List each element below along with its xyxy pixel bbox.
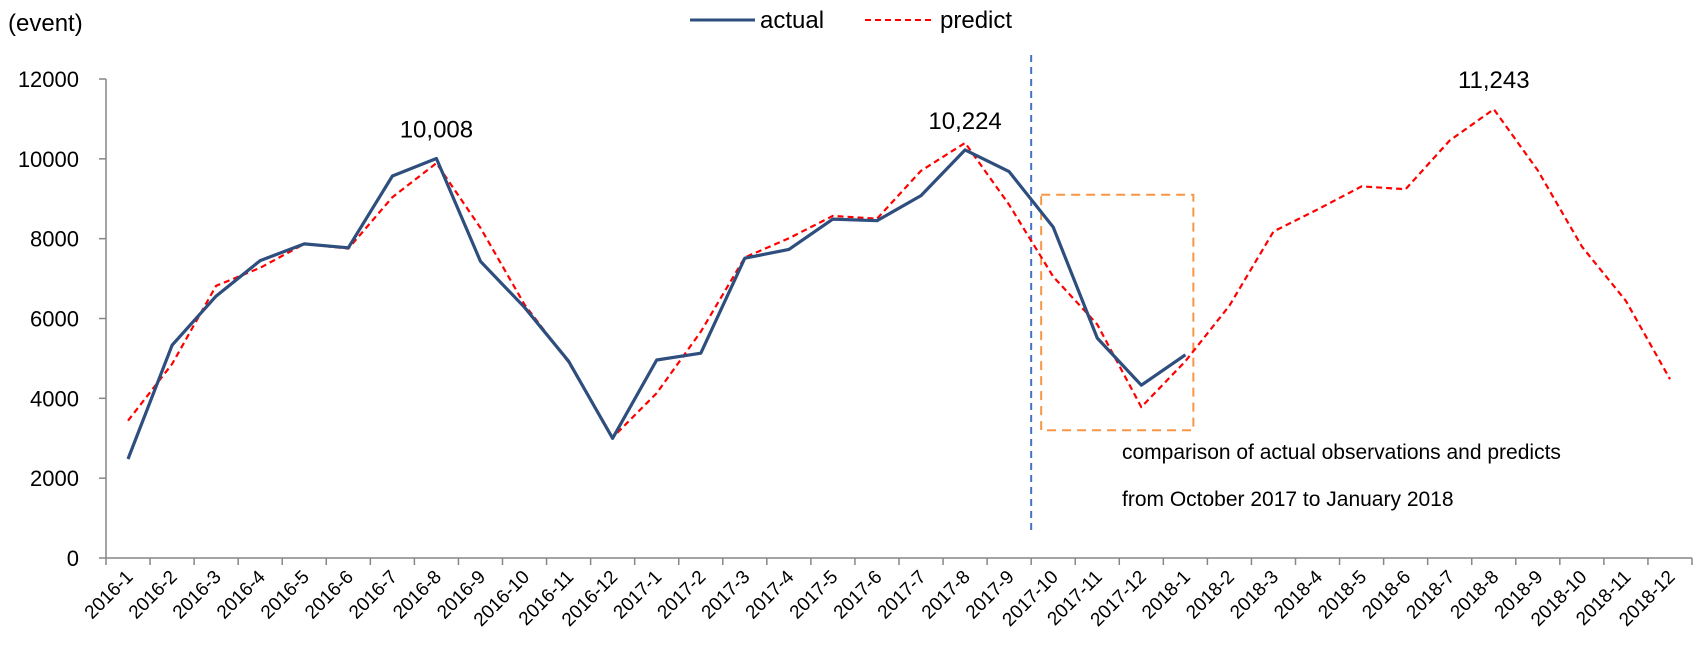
- y-axis-unit: (event): [8, 10, 83, 37]
- x-tick-label: 2018-1: [1138, 567, 1195, 624]
- x-tick-label: 2016-1: [81, 567, 138, 624]
- legend-actual-label: actual: [760, 7, 824, 34]
- x-tick-label: 2018-7: [1403, 567, 1460, 624]
- x-tick-label: 2016-8: [389, 567, 446, 624]
- x-tick-label: 2017-2: [654, 567, 711, 624]
- x-tick-label: 2017-7: [874, 567, 931, 624]
- x-tick-label: 2017-6: [830, 567, 887, 624]
- x-tick-label: 2017-1: [610, 567, 667, 624]
- x-tick-label: 2018-6: [1358, 567, 1415, 624]
- y-tick-label: 2000: [30, 466, 79, 491]
- y-axis-unit-label: (event): [8, 10, 83, 37]
- x-tick-label: 2016-4: [213, 566, 270, 623]
- y-tick-label: 4000: [30, 386, 79, 411]
- y-tick-label: 12000: [18, 67, 79, 92]
- x-tick-label: 2016-7: [345, 567, 402, 624]
- series-layer: [126, 108, 1671, 460]
- x-tick-label: 2017-4: [742, 566, 799, 623]
- series-line-predict: [127, 108, 1671, 439]
- x-tick-label: 2016-3: [169, 567, 226, 624]
- peak-data-label: 10,008: [400, 117, 473, 144]
- x-tick-label: 2017-5: [786, 567, 843, 624]
- y-tick-label: 0: [67, 546, 79, 571]
- y-axis-ticks: 0 2000 4000 6000 8000 10000 12000: [18, 67, 106, 571]
- series-line-actual: [126, 148, 1187, 460]
- comparison-note-line-1: comparison of actual observations and pr…: [1122, 441, 1561, 464]
- x-axis-ticks: 2016-12016-22016-32016-42016-52016-62016…: [81, 558, 1693, 631]
- x-tick-label: 2018-3: [1226, 567, 1283, 624]
- comparison-highlight-box: [1040, 193, 1195, 432]
- x-tick-label: 2017-3: [698, 567, 755, 624]
- y-tick-label: 10000: [18, 147, 79, 172]
- x-tick-label: 2018-8: [1447, 567, 1504, 624]
- x-tick-label: 2017-8: [918, 567, 975, 624]
- x-tick-label: 2018-2: [1182, 567, 1239, 624]
- overlays: [1030, 55, 1195, 533]
- y-tick-label: 8000: [30, 227, 79, 252]
- peak-data-label: 11,243: [1458, 67, 1530, 94]
- y-tick-label: 6000: [30, 307, 79, 332]
- x-tick-label: 2016-5: [257, 567, 314, 624]
- legend-predict-label: predict: [940, 7, 1012, 34]
- x-tick-label: 2018-4: [1270, 566, 1327, 623]
- comparison-note: comparison of actual observations and pr…: [1122, 441, 1561, 511]
- x-tick-label: 2018-5: [1314, 567, 1371, 624]
- peak-annotations: 10,008 10,224 11,243: [400, 67, 1530, 143]
- x-tick-label: 2016-6: [301, 567, 358, 624]
- axes: [105, 79, 1692, 559]
- x-tick-label: 2016-2: [125, 567, 182, 624]
- legend: actual predict: [690, 7, 1012, 34]
- peak-data-label: 10,224: [928, 108, 1001, 135]
- comparison-note-line-2: from October 2017 to January 2018: [1122, 488, 1454, 511]
